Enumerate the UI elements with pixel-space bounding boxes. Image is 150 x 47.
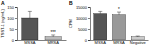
bar (94, 14, 107, 40)
error-bar (98, 11, 102, 13)
x-tick: Negative (130, 40, 147, 45)
y-tick-mark (88, 18, 90, 19)
x-tick: MSSA (95, 40, 107, 45)
panel: 0 5000 10000 15000 MSSA MRSA Negative * B CPM (68, 0, 149, 45)
figure: 0 50 100 150 MSSA MRSA *** A TSST-1 (ng/mL) 0 5000… (0, 0, 150, 47)
x-axis: MSSA MRSA Negative (91, 40, 149, 45)
panel-label: A (1, 0, 5, 6)
error-bar-cap (98, 11, 102, 12)
plot-area (22, 11, 62, 40)
error-bar (117, 12, 121, 15)
y-tick: 15000 (76, 5, 90, 10)
y-tick-mark (15, 29, 17, 30)
y-tick: 50 (10, 27, 17, 32)
error-bar (51, 35, 55, 37)
x-tick: MSSA (24, 40, 36, 45)
y-tick-mark (88, 7, 90, 8)
y-tick: 10000 (76, 16, 90, 21)
y-axis: 0 5000 10000 15000 (76, 5, 91, 43)
bar (22, 18, 38, 40)
x-axis: MSSA MRSA (18, 40, 67, 45)
bar (112, 15, 125, 40)
y-tick-mark (15, 40, 17, 41)
annotation: * (118, 7, 120, 12)
y-tick-label: 0 (85, 38, 88, 43)
bar (45, 37, 61, 40)
y-tick-mark (88, 29, 90, 30)
error-bar-stem (119, 12, 120, 15)
y-tick-label: 10000 (76, 16, 88, 21)
x-tick-label: MSSA (24, 40, 36, 45)
error-bar-cap (28, 11, 32, 12)
annotation: *** (51, 30, 57, 35)
y-tick-label: 15000 (76, 5, 88, 10)
error-bar (136, 36, 140, 38)
x-tick-label: MRSA (47, 40, 59, 45)
x-tick-label: MRSA (113, 40, 125, 45)
x-tick: MRSA (113, 40, 125, 45)
y-tick-label: 100 (7, 16, 14, 21)
x-tick-label: MSSA (95, 40, 107, 45)
error-bar-cap (136, 36, 140, 37)
error-bar-stem (100, 11, 101, 13)
error-bar (28, 11, 32, 18)
error-bar-stem (137, 36, 138, 38)
y-tick-label: 5000 (78, 27, 88, 32)
y-tick-label: 0 (12, 38, 15, 43)
y-axis-title: TSST-1 (ng/mL) (0, 9, 5, 38)
error-bar-stem (29, 11, 30, 18)
plot-area (94, 11, 145, 40)
y-tick: 0 (12, 38, 17, 43)
panel: 0 50 100 150 MSSA MRSA *** A TSST-1 (ng/mL) (0, 0, 67, 45)
y-tick-mark (88, 40, 90, 41)
y-tick-label: 150 (7, 5, 14, 10)
y-axis: 0 50 100 150 (7, 5, 17, 43)
bar (131, 37, 144, 40)
y-tick: 150 (7, 5, 17, 10)
y-tick-mark (15, 7, 17, 8)
panel-label: B (69, 0, 73, 6)
y-axis-line (15, 8, 18, 41)
y-tick-label: 50 (10, 27, 15, 32)
y-axis-line (88, 8, 91, 41)
y-axis-title: CPM (68, 19, 73, 28)
y-tick: 0 (85, 38, 90, 43)
x-tick-label: Negative (130, 40, 147, 45)
x-tick: MRSA (47, 40, 59, 45)
error-bar-stem (53, 35, 54, 37)
y-tick: 100 (7, 16, 17, 21)
y-tick-mark (15, 18, 17, 19)
y-tick: 5000 (78, 27, 90, 32)
